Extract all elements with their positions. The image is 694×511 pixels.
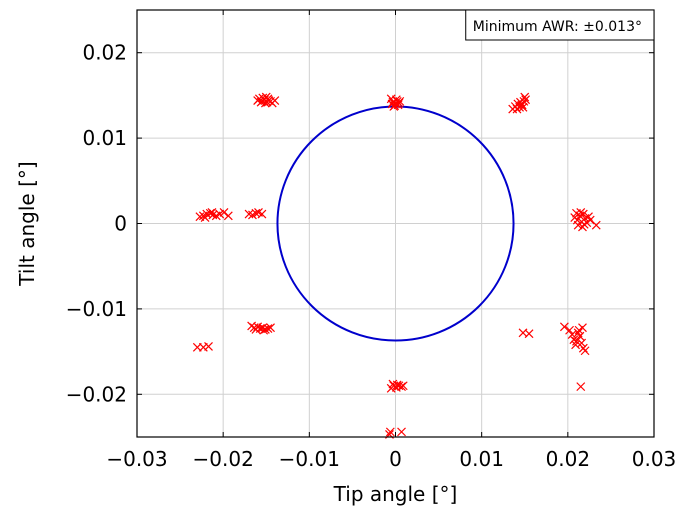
data-point <box>207 207 217 217</box>
data-point <box>559 322 569 332</box>
x-tick-label: −0.01 <box>279 447 340 471</box>
data-point <box>394 381 404 391</box>
annotation-background <box>465 9 655 41</box>
x-tick-label: 0 <box>389 447 402 471</box>
data-point <box>585 215 595 225</box>
annotation-text: Minimum AWR: ±0.013° <box>473 19 642 35</box>
data-point <box>580 346 590 356</box>
data-point <box>204 342 213 351</box>
data-point <box>397 427 406 437</box>
x-tick-label: −0.03 <box>106 447 167 471</box>
y-tick-label: −0.02 <box>66 382 127 406</box>
y-tick-label: 0.01 <box>82 126 127 150</box>
data-point <box>569 335 579 345</box>
y-tick-label: 0 <box>114 212 127 236</box>
data-point <box>391 95 401 105</box>
data-point <box>576 207 586 217</box>
data-point <box>200 213 210 222</box>
y-tick-label: −0.01 <box>66 297 127 321</box>
data-point <box>578 323 587 333</box>
data-point <box>205 208 215 218</box>
data-point <box>579 219 589 229</box>
data-point <box>524 329 534 339</box>
data-point <box>263 94 273 104</box>
data-point <box>260 324 270 334</box>
data-point <box>516 101 526 111</box>
data-point <box>270 96 280 105</box>
data-points <box>192 92 601 439</box>
data-point <box>392 380 402 390</box>
data-point <box>565 325 574 335</box>
data-point <box>385 427 395 437</box>
data-point <box>591 220 601 230</box>
axis-ticks: −0.03 −0.02 −0.01 0 0.01 0.02 0.03 −0.02 −0.01 0 0… <box>66 10 677 471</box>
data-point <box>577 338 587 348</box>
data-point <box>259 325 269 335</box>
annotation-box: Minimum AWR: ±0.013° <box>465 9 655 41</box>
y-tick-label: 0.02 <box>82 41 127 65</box>
x-tick-label: −0.02 <box>193 447 254 471</box>
data-point <box>512 104 522 114</box>
x-axis-label: Tip angle [°] <box>333 482 458 506</box>
y-axis-label: Tilt angle [°] <box>15 161 39 286</box>
data-point <box>266 323 275 333</box>
data-point <box>223 211 233 221</box>
data-point <box>257 209 267 219</box>
data-point <box>572 336 581 346</box>
data-point <box>219 207 229 217</box>
grid-lines <box>136 10 655 437</box>
data-point <box>521 95 531 105</box>
x-tick-label: 0.01 <box>459 447 504 471</box>
data-point <box>520 92 530 102</box>
data-point <box>389 102 399 111</box>
data-point <box>576 382 586 392</box>
data-point <box>260 98 270 108</box>
x-tick-label: 0.02 <box>546 447 591 471</box>
data-point <box>567 330 577 339</box>
data-point <box>251 324 261 334</box>
data-point <box>571 340 581 350</box>
x-tick-label: 0.03 <box>632 447 677 471</box>
